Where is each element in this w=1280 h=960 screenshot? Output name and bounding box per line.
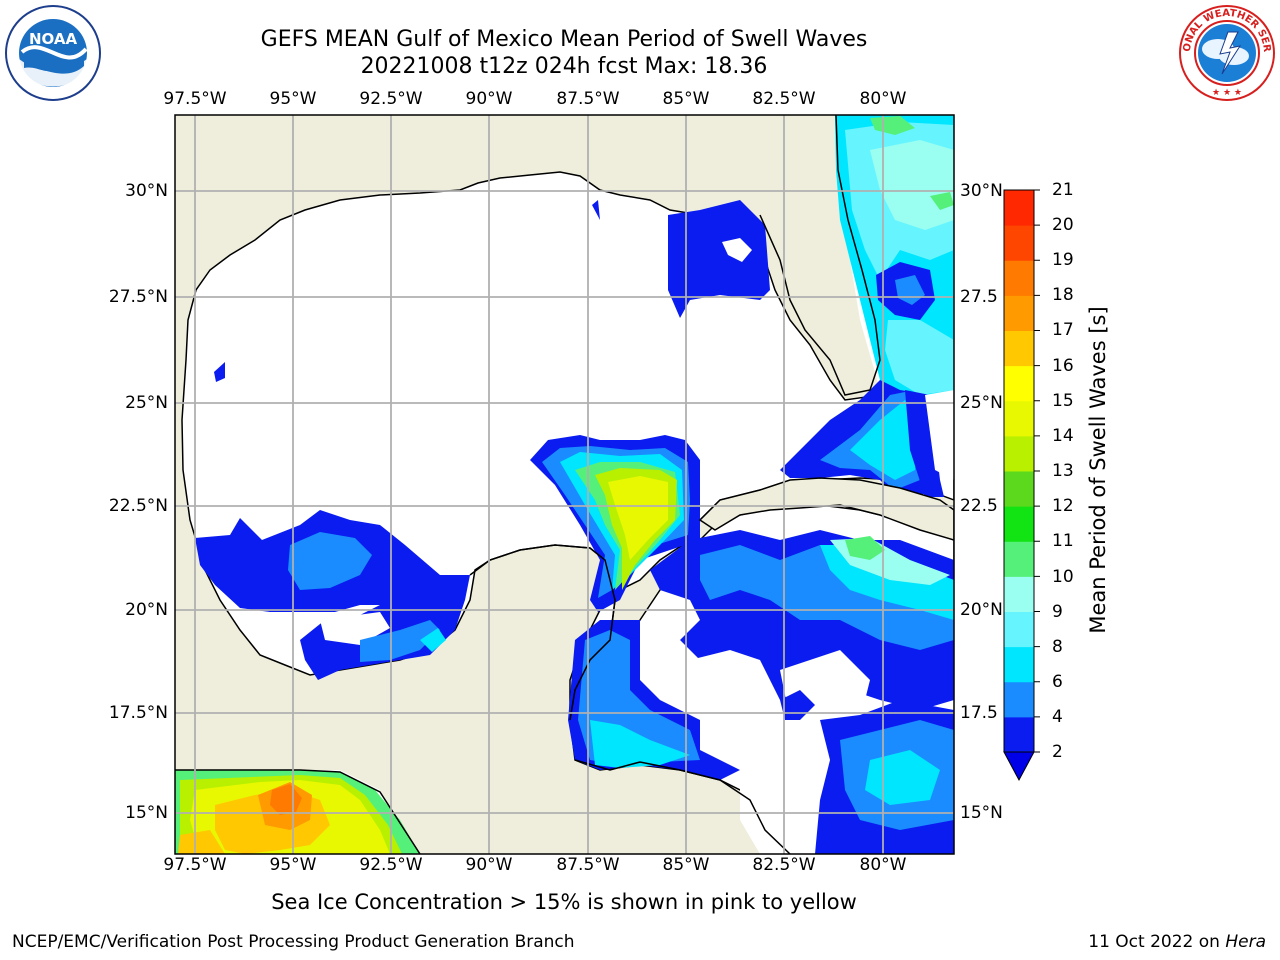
footer-date-text: 11 Oct 2022 on [1088, 932, 1220, 952]
lon-label-top: 85°W [662, 89, 710, 109]
colorbar-tick: 4 [1052, 707, 1063, 727]
lon-label-top: 87.5°W [556, 89, 620, 109]
lon-label-bottom: 90°W [465, 855, 513, 875]
colorbar-tick: 16 [1052, 356, 1074, 376]
colorbar-label: Mean Period of Swell Waves [s] [1086, 306, 1110, 634]
lon-label-bottom: 97.5°W [163, 855, 227, 875]
colorbar-tick: 9 [1052, 602, 1063, 622]
lat-label-left: 25°N [125, 393, 168, 413]
colorbar-band [1004, 400, 1034, 437]
cuba [698, 477, 954, 541]
colorbar-tick: 19 [1052, 250, 1074, 270]
lat-label-left: 15°N [125, 803, 168, 823]
chart-subtitle: 20221008 t12z 024h fcst Max: 18.36 [360, 54, 768, 79]
lon-label-bottom: 82.5°W [752, 855, 816, 875]
colorbar-band [1004, 646, 1034, 683]
colorbar-tick: 18 [1052, 285, 1074, 305]
map-frame [174, 114, 955, 855]
colorbar-tick: 8 [1052, 637, 1063, 657]
colorbar-tick: 11 [1052, 531, 1074, 551]
lat-label-left: 30°N [125, 181, 168, 201]
colorbar-band [1004, 471, 1034, 507]
colorbar-band [1004, 576, 1034, 612]
colorbar-band [1004, 716, 1034, 753]
lat-label-left: 17.5°N [108, 703, 168, 723]
lon-label-bottom: 80°W [859, 855, 907, 875]
colorbar-band [1004, 506, 1034, 542]
colorbar-tick: 14 [1052, 426, 1074, 446]
colorbar-band [1004, 435, 1034, 472]
noaa-logo: NOAA [4, 4, 102, 102]
sea-ice-note: Sea Ice Concentration > 15% is shown in … [271, 890, 857, 914]
colorbar [1003, 189, 1040, 782]
lon-label-bottom: 95°W [269, 855, 317, 875]
colorbar-band [1004, 330, 1034, 367]
colorbar-under-extension [1003, 751, 1035, 782]
colorbar-tick: 15 [1052, 391, 1074, 411]
honduras-coast [574, 759, 791, 854]
footer-credit: NCEP/EMC/Verification Post Processing Pr… [12, 932, 575, 952]
grid [175, 115, 954, 854]
lon-label-top: 82.5°W [752, 89, 816, 109]
colorbar-band [1004, 190, 1034, 226]
footer-host: Hera [1225, 932, 1266, 952]
nws-logo: NATIONAL WEATHER SERVICE ★ ★ ★ [1174, 0, 1276, 102]
svg-text:★ ★ ★: ★ ★ ★ [1212, 88, 1242, 98]
lon-label-bottom: 87.5°W [556, 855, 620, 875]
florida-coast [759, 115, 881, 396]
colorbar-band [1004, 365, 1034, 402]
lat-label-right: 27.5 [960, 287, 998, 307]
lat-label-right: 15°N [960, 803, 1003, 823]
colorbar-tick: 2 [1052, 742, 1063, 762]
lat-label-left: 27.5°N [108, 287, 168, 307]
lat-label-left: 22.5°N [108, 496, 168, 516]
lon-label-top: 95°W [269, 89, 317, 109]
lat-label-right: 25°N [960, 393, 1003, 413]
footer-date: 11 Oct 2022 on Hera [1088, 932, 1266, 952]
lon-label-bottom: 92.5°W [359, 855, 423, 875]
colorbar-band [1004, 681, 1034, 718]
lon-label-top: 97.5°W [163, 89, 227, 109]
chart-title: GEFS MEAN Gulf of Mexico Mean Period of … [260, 27, 868, 52]
colorbar-band [1004, 225, 1034, 261]
colorbar-tick: 21 [1052, 180, 1074, 200]
colorbar-tick: 10 [1052, 567, 1074, 587]
yucatan-coast [469, 544, 616, 721]
lat-label-right: 20°N [960, 600, 1003, 620]
lat-label-left: 20°N [125, 600, 168, 620]
colorbar-band [1004, 295, 1034, 331]
lat-label-right: 17.5 [960, 703, 998, 723]
colorbar-tick: 12 [1052, 496, 1074, 516]
colorbar-band [1004, 260, 1034, 296]
lon-label-top: 92.5°W [359, 89, 423, 109]
lon-label-top: 80°W [859, 89, 907, 109]
colorbar-tick: 6 [1052, 672, 1063, 692]
lon-label-bottom: 85°W [662, 855, 710, 875]
lon-label-top: 90°W [465, 89, 513, 109]
colorbar-tick: 13 [1052, 461, 1074, 481]
noaa-logo-text: NOAA [29, 30, 78, 48]
lat-label-right: 22.5 [960, 496, 998, 516]
colorbar-tick: 17 [1052, 320, 1074, 340]
swell-contours [175, 115, 954, 854]
colorbar-band [1004, 611, 1034, 648]
colorbar-band [1004, 541, 1034, 577]
colorbar-tick: 20 [1052, 215, 1074, 235]
lat-label-right: 30°N [960, 181, 1003, 201]
